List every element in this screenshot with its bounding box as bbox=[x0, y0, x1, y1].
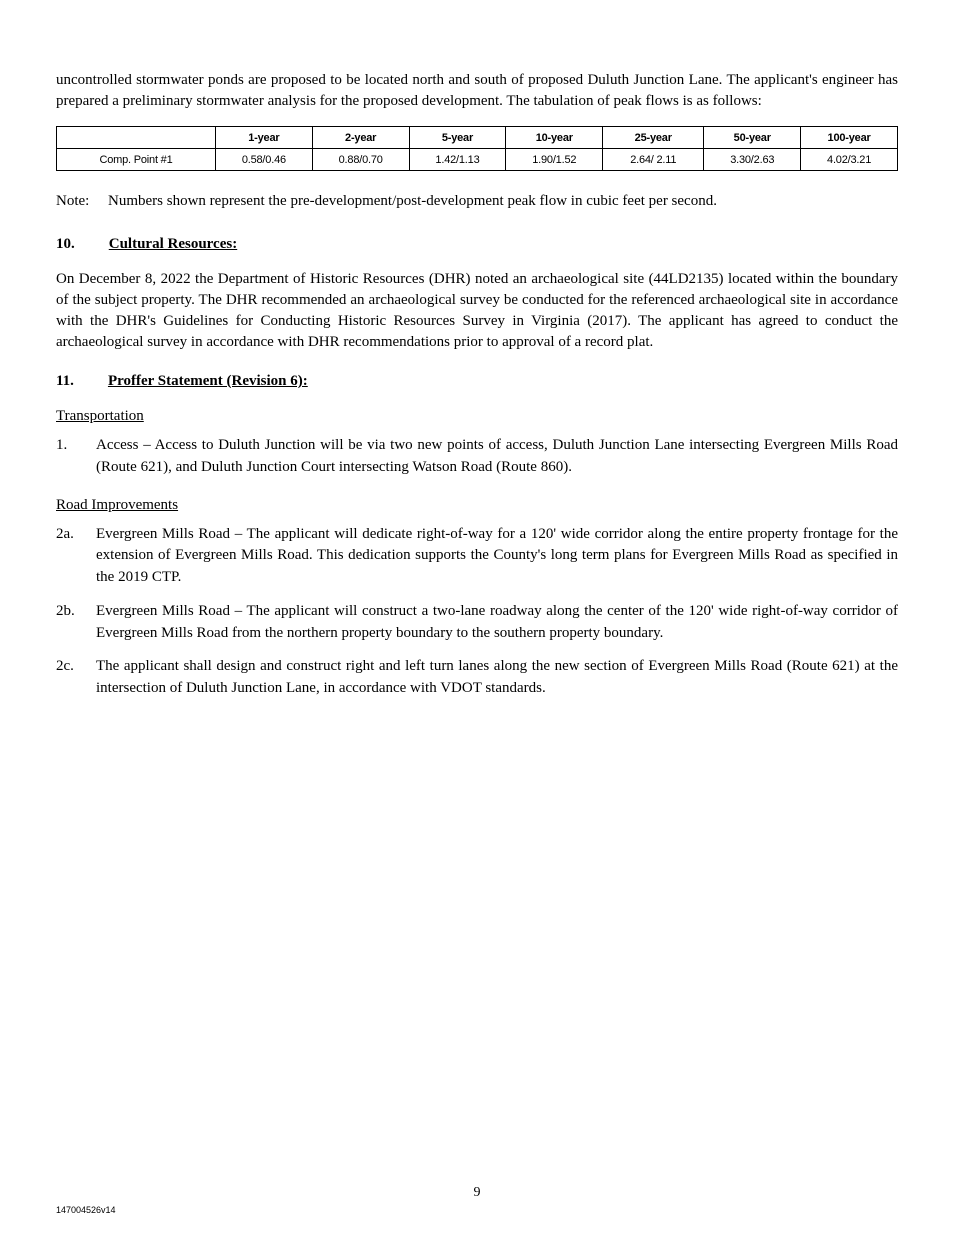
table-header-cell: 1-year bbox=[215, 127, 312, 149]
note-label: Note: bbox=[56, 191, 108, 212]
item-text: The applicant shall design and construct… bbox=[96, 656, 898, 700]
table-cell: 4.02/3.21 bbox=[801, 149, 898, 171]
section-title: Proffer Statement (Revision 6): bbox=[108, 373, 308, 389]
table-cell: 0.88/0.70 bbox=[312, 149, 409, 171]
table-cell: 0.58/0.46 bbox=[215, 149, 312, 171]
intro-paragraph: uncontrolled stormwater ponds are propos… bbox=[56, 70, 898, 112]
section-number: 10. bbox=[56, 236, 75, 252]
item-text: Evergreen Mills Road – The applicant wil… bbox=[96, 524, 898, 589]
table-header-cell: 2-year bbox=[312, 127, 409, 149]
table-header-cell bbox=[57, 127, 216, 149]
table-header-cell: 10-year bbox=[506, 127, 603, 149]
list-item: 1. Access – Access to Duluth Junction wi… bbox=[56, 435, 898, 479]
table-header-cell: 25-year bbox=[603, 127, 704, 149]
section-11-heading: 11. Proffer Statement (Revision 6): bbox=[56, 373, 898, 390]
item-text: Access – Access to Duluth Junction will … bbox=[96, 435, 898, 479]
list-item: 2c. The applicant shall design and const… bbox=[56, 656, 898, 700]
table-header-row: 1-year 2-year 5-year 10-year 25-year 50-… bbox=[57, 127, 898, 149]
section-10-heading: 10. Cultural Resources: bbox=[56, 236, 898, 253]
section-title: Cultural Resources: bbox=[109, 236, 237, 252]
note-paragraph: Note:Numbers shown represent the pre-dev… bbox=[56, 191, 898, 212]
footer-doc-id: 147004526v14 bbox=[56, 1205, 116, 1215]
table-cell: Comp. Point #1 bbox=[57, 149, 216, 171]
page-number: 9 bbox=[0, 1185, 954, 1201]
item-text: Evergreen Mills Road – The applicant wil… bbox=[96, 601, 898, 645]
note-body: Numbers shown represent the pre-developm… bbox=[108, 191, 898, 212]
section-10-body: On December 8, 2022 the Department of Hi… bbox=[56, 269, 898, 353]
table-header-cell: 50-year bbox=[704, 127, 801, 149]
table-cell: 3.30/2.63 bbox=[704, 149, 801, 171]
table-cell: 1.90/1.52 bbox=[506, 149, 603, 171]
list-item: 2b. Evergreen Mills Road – The applicant… bbox=[56, 601, 898, 645]
transportation-subheading: Transportation bbox=[56, 408, 898, 425]
table-cell: 2.64/ 2.11 bbox=[603, 149, 704, 171]
road-improvements-subheading: Road Improvements bbox=[56, 497, 898, 514]
section-number: 11. bbox=[56, 373, 74, 389]
table-cell: 1.42/1.13 bbox=[409, 149, 506, 171]
table-header-cell: 5-year bbox=[409, 127, 506, 149]
item-letter: 2a. bbox=[56, 524, 96, 589]
item-letter: 2b. bbox=[56, 601, 96, 645]
item-letter: 2c. bbox=[56, 656, 96, 700]
table-header-cell: 100-year bbox=[801, 127, 898, 149]
peak-flow-table: 1-year 2-year 5-year 10-year 25-year 50-… bbox=[56, 126, 898, 171]
table-row: Comp. Point #1 0.58/0.46 0.88/0.70 1.42/… bbox=[57, 149, 898, 171]
item-letter: 1. bbox=[56, 435, 96, 479]
list-item: 2a. Evergreen Mills Road – The applicant… bbox=[56, 524, 898, 589]
